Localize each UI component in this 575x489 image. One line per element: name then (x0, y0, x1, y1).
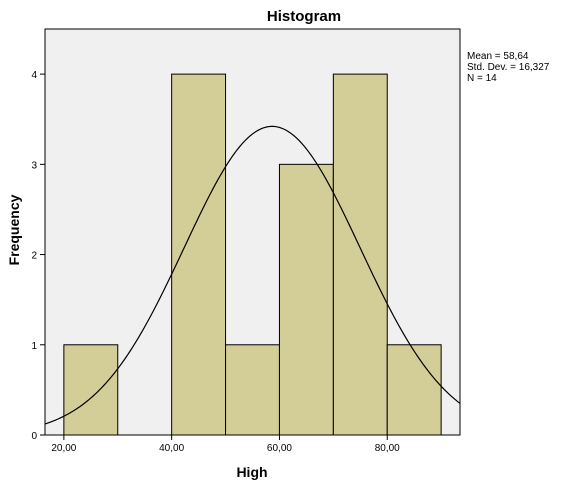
stats-n: N = 14 (467, 73, 497, 84)
chart-title: Histogram (267, 8, 341, 25)
stats-box: Mean = 58,64 Std. Dev. = 16,327 N = 14 (467, 51, 550, 84)
histogram-bar-5 (332, 73, 388, 436)
histogram-bar-6 (386, 344, 442, 436)
histogram-bar-4 (278, 163, 334, 436)
plot-frame (44, 28, 461, 436)
x-tick-label-20: 20,00 (51, 443, 76, 454)
y-tick-label-1: 1 (31, 341, 37, 352)
histogram-bar-2 (171, 73, 227, 436)
histogram-bar-3 (225, 344, 280, 436)
x-tick-label-80: 80,00 (375, 443, 400, 454)
stats-mean: Mean = 58,64 (467, 51, 529, 62)
y-tick-label-4: 4 (31, 70, 37, 81)
x-axis-label: High (236, 464, 267, 480)
histogram-bar-0 (63, 344, 119, 436)
y-tick-label-0: 0 (31, 431, 37, 442)
x-tick-label-60: 60,00 (267, 443, 292, 454)
y-axis-label: Frequency (6, 194, 22, 265)
plot-area: 0 1 2 3 4 20,00 40,00 60,00 80,00 (31, 28, 461, 454)
y-tick-label-3: 3 (31, 160, 37, 171)
y-tick-label-2: 2 (31, 251, 37, 262)
x-tick-label-40: 40,00 (159, 443, 184, 454)
stats-std-dev: Std. Dev. = 16,327 (467, 62, 550, 73)
normal-curve (44, 125, 461, 425)
